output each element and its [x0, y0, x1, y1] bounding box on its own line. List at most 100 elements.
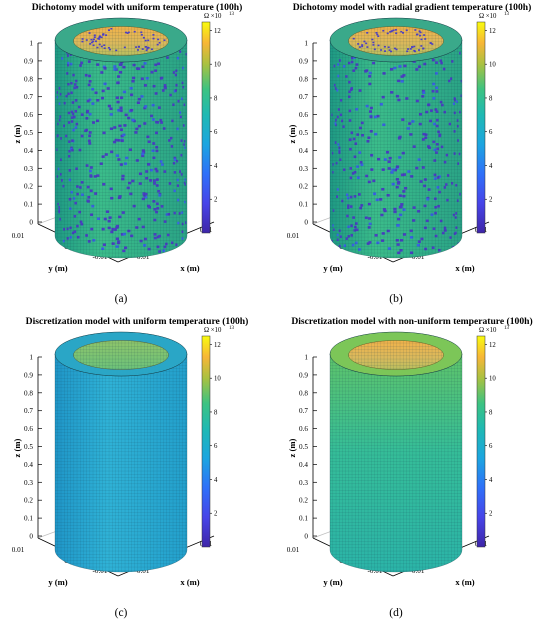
- z-tick-label: 0.4: [24, 461, 33, 469]
- z-tick-label: 0.1: [24, 201, 33, 209]
- x-axis-label: x (m): [455, 577, 474, 587]
- colorbar-gradient: [476, 335, 486, 548]
- z-tick-label: 0.9: [299, 57, 308, 65]
- colorbar-gradient: [201, 335, 211, 548]
- z-tick-label: 0.8: [24, 75, 33, 83]
- colorbar-exponent: 13: [504, 326, 510, 331]
- z-tick-label: 0.7: [24, 93, 33, 101]
- colorbar-tick-label: 8: [489, 409, 493, 416]
- z-tick-label: 0.5: [299, 443, 308, 451]
- y-tick-label: 0.01: [287, 546, 300, 554]
- colorbar-gradient: [476, 21, 486, 234]
- y-axis-label: y (m): [48, 577, 67, 587]
- mesh-grid: [55, 354, 187, 572]
- z-tick-label: 0.8: [24, 389, 33, 397]
- z-tick-label: 0.4: [24, 147, 33, 155]
- z-tick-label: 0.3: [24, 165, 33, 173]
- cylinder-surface: [329, 17, 463, 259]
- z-tick-label: 1: [304, 40, 308, 48]
- y-tick-label: 0.01: [287, 232, 300, 240]
- colorbar-unit: Ω ×10: [479, 327, 497, 334]
- y-tick-label: 0.01: [12, 546, 25, 554]
- colorbar-tick-label: 6: [489, 129, 493, 136]
- z-tick-label: 0.4: [299, 461, 308, 469]
- colorbar-tick-label: 8: [489, 95, 493, 102]
- colorbar-tick-label: 10: [214, 62, 221, 69]
- z-tick-label: 0.7: [299, 93, 308, 101]
- z-tick-label: 0.3: [299, 165, 308, 173]
- z-tick-label: 0.7: [299, 407, 308, 415]
- panel-caption: (b): [389, 293, 403, 305]
- z-tick-label: 0.5: [299, 129, 308, 137]
- panel-caption: (c): [115, 607, 128, 619]
- colorbar-unit: Ω ×10: [479, 13, 497, 20]
- z-tick-label: 0.9: [299, 371, 308, 379]
- panel-b: Dichotomy model with radial gradient tem…: [287, 2, 532, 305]
- cylinder-surface: [54, 17, 188, 259]
- colorbar-exponent: 13: [229, 12, 235, 17]
- x-axis-label: x (m): [180, 577, 199, 587]
- z-tick-label: 0: [29, 533, 33, 541]
- z-tick-label: 0.9: [24, 371, 33, 379]
- z-axis-label: z (m): [12, 438, 22, 457]
- colorbar-gradient: [201, 21, 211, 234]
- panel-a: Dichotomy model with uniform temperature…: [12, 2, 243, 305]
- y-tick-label: 0.01: [12, 232, 25, 240]
- z-tick-label: 0.5: [24, 443, 33, 451]
- colorbar-tick-label: 4: [489, 163, 493, 170]
- z-tick-label: 0.9: [24, 57, 33, 65]
- panel-title: Dichotomy model with uniform temperature…: [32, 2, 243, 13]
- z-tick-label: 0.1: [299, 201, 308, 209]
- z-tick-label: 0.6: [299, 111, 308, 119]
- colorbar: 2 4 6 8 10 12 Ω ×10 13: [476, 12, 510, 234]
- colorbar-exponent: 13: [229, 326, 235, 331]
- colorbar-tick-label: 10: [489, 62, 496, 69]
- z-tick-label: 0.2: [299, 183, 308, 191]
- colorbar-exponent: 13: [504, 12, 510, 17]
- z-tick-label: 0.6: [24, 425, 33, 433]
- z-tick-label: 1: [29, 354, 33, 362]
- z-tick-label: 0.2: [299, 497, 308, 505]
- colorbar-tick-label: 2: [214, 197, 218, 204]
- colorbar-unit: Ω ×10: [204, 327, 222, 334]
- colorbar-tick-label: 2: [214, 511, 218, 518]
- colorbar-tick-label: 4: [489, 477, 493, 484]
- cylinder-surface: [329, 331, 463, 573]
- panel-title: Discretization model with uniform temper…: [26, 316, 249, 327]
- z-tick-label: 0.1: [299, 515, 308, 523]
- z-tick-label: 1: [29, 40, 33, 48]
- z-tick-label: 0.6: [299, 425, 308, 433]
- colorbar-tick-label: 10: [489, 376, 496, 383]
- panel-c: Discretization model with uniform temper…: [12, 316, 249, 619]
- colorbar-tick-label: 12: [214, 28, 221, 35]
- colorbar-tick-label: 4: [214, 163, 218, 170]
- z-tick-label: 0.5: [24, 129, 33, 137]
- colorbar-tick-label: 10: [214, 376, 221, 383]
- colorbar-tick-label: 6: [214, 129, 218, 136]
- z-tick-label: 0.7: [24, 407, 33, 415]
- z-tick-label: 0.8: [299, 75, 308, 83]
- z-tick-label: 0.4: [299, 147, 308, 155]
- colorbar: 2 4 6 8 10 12 Ω ×10 13: [201, 326, 235, 548]
- z-tick-label: 0.8: [299, 389, 308, 397]
- z-tick-label: 0.2: [24, 183, 33, 191]
- colorbar-tick-label: 6: [489, 443, 493, 450]
- panel-title: Dichotomy model with radial gradient tem…: [293, 2, 532, 13]
- colorbar-tick-label: 12: [489, 342, 496, 349]
- y-axis-label: y (m): [323, 263, 342, 273]
- colorbar-tick-label: 12: [214, 342, 221, 349]
- colorbar-tick-label: 8: [214, 409, 218, 416]
- z-tick-label: 0: [304, 219, 308, 227]
- z-tick-label: 0: [304, 533, 308, 541]
- colorbar-tick-label: 4: [214, 477, 218, 484]
- x-axis-label: x (m): [455, 263, 474, 273]
- colorbar-tick-label: 12: [489, 28, 496, 35]
- z-tick-label: 1: [304, 354, 308, 362]
- panel-caption: (a): [115, 293, 128, 305]
- x-axis-label: x (m): [180, 263, 199, 273]
- z-tick-label: 0.1: [24, 515, 33, 523]
- colorbar-tick-label: 2: [489, 511, 493, 518]
- colorbar-tick-label: 8: [214, 95, 218, 102]
- z-axis-label: z (m): [12, 124, 22, 143]
